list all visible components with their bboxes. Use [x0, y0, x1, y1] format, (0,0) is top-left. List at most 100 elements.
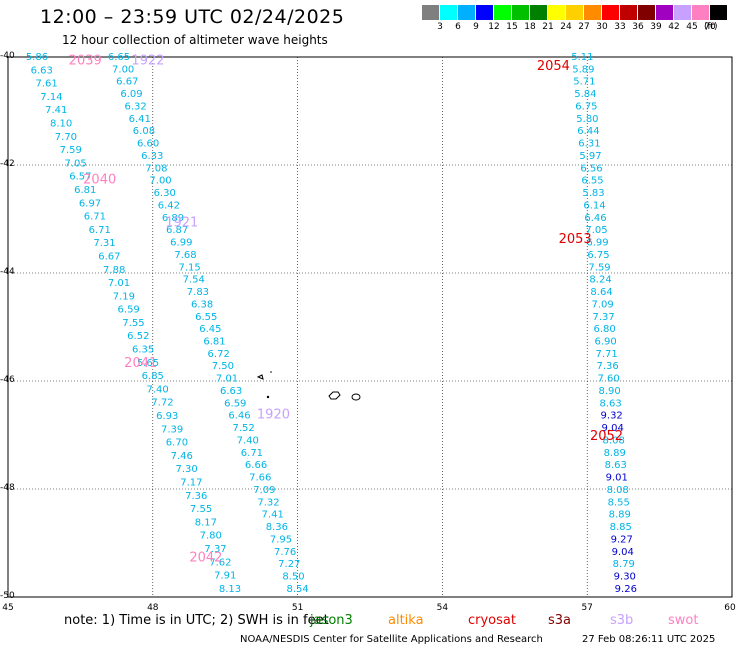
wave-height-label: 8.54 [286, 584, 308, 595]
wave-height-label: 6.85 [142, 371, 164, 382]
wave-height-label: 7.46 [171, 451, 193, 462]
legend-swatch [602, 5, 619, 20]
wave-height-label: 7.55 [190, 504, 212, 515]
wave-height-label: 7.52 [232, 423, 254, 434]
legend-label: 70 [704, 22, 716, 32]
wave-height-label: 6.63 [220, 386, 242, 397]
wave-height-label: 6.46 [228, 411, 250, 422]
wave-height-label: 8.64 [590, 287, 612, 298]
wave-height-label: 7.60 [598, 374, 620, 385]
pass-number-label: 2054 [537, 59, 570, 74]
wave-height-label: 6.31 [578, 139, 600, 150]
wave-height-label: 8.08 [603, 435, 625, 446]
legend-label: 42 [668, 22, 680, 32]
map-grid [7, 56, 733, 598]
page-subtitle: 12 hour collection of altimeter wave hei… [62, 33, 328, 47]
legend-swatch [548, 5, 565, 20]
legend-swatch [656, 5, 673, 20]
pass-number-label: 2041 [124, 356, 157, 371]
wave-height-label: 6.59 [224, 398, 246, 409]
wave-height-label: 6.71 [89, 225, 111, 236]
wave-height-label: 7.30 [175, 464, 197, 475]
wave-height-label: 5.71 [573, 77, 595, 88]
legend-swatch [638, 5, 655, 20]
wave-height-label: 6.32 [124, 101, 146, 112]
wave-height-label: 6.75 [587, 250, 609, 261]
footer-note: note: 1) Time is in UTC; 2) SWH is in fe… [64, 613, 329, 628]
wave-height-label: 7.39 [161, 424, 183, 435]
wave-height-label: 8.36 [266, 522, 288, 533]
wave-height-label: 7.00 [112, 64, 134, 75]
wave-height-label: 6.30 [154, 188, 176, 199]
wave-height-label: 7.37 [204, 544, 226, 555]
wave-height-label: 8.63 [600, 398, 622, 409]
wave-height-label: 9.32 [601, 411, 623, 422]
wave-height-label: 6.90 [594, 337, 616, 348]
pass-number-label: 2042 [189, 551, 222, 566]
page-title: 12:00 – 23:59 UTC 02/24/2025 [40, 6, 345, 28]
lat-tick-label: -42 [0, 159, 15, 169]
legend-label: 21 [542, 22, 554, 32]
wave-height-label: 6.70 [166, 438, 188, 449]
island-shape [256, 374, 264, 380]
legend-swatch [584, 5, 601, 20]
legend-swatch [512, 5, 529, 20]
wave-height-label: 6.72 [208, 349, 230, 360]
wave-height-label: 8.89 [609, 510, 631, 521]
wave-height-label: 9.04 [612, 547, 634, 558]
legend-label: 30 [596, 22, 608, 32]
wave-height-label: 7.76 [274, 547, 296, 558]
lon-tick-label: 51 [291, 603, 304, 613]
wave-height-label: 8.08 [607, 485, 629, 496]
lon-tick-label: 45 [2, 603, 14, 613]
wave-height-label: 7.14 [40, 92, 62, 103]
wave-height-label: 7.68 [174, 250, 196, 261]
legend-swatch [440, 5, 457, 20]
wave-height-label: 5.80 [576, 114, 598, 125]
wave-height-label: 6.46 [584, 213, 606, 224]
wave-height-label: 6.81 [203, 337, 225, 348]
wave-height-label: 7.09 [253, 485, 275, 496]
lat-tick-label: -44 [0, 267, 15, 277]
wave-height-label: 6.59 [118, 305, 140, 316]
wave-height-label: 7.66 [249, 473, 271, 484]
legend-label: 45 [686, 22, 698, 32]
legend-swatch [422, 5, 439, 20]
wave-height-label: 6.56 [580, 163, 602, 174]
wave-height-label: 7.05 [64, 158, 86, 169]
wave-height-label: 7.55 [122, 318, 144, 329]
legend-label: 12 [488, 22, 500, 32]
wave-height-label: 7.80 [200, 531, 222, 542]
wave-height-label: 8.10 [50, 118, 72, 129]
pass-number-label: 1922 [131, 54, 164, 69]
legend-label: 39 [650, 22, 662, 32]
wave-height-label: 6.65 [108, 52, 130, 63]
pass-number-label: 2052 [590, 429, 623, 444]
wave-height-label: 9.01 [606, 473, 628, 484]
wave-height-label: 6.14 [583, 200, 605, 211]
wave-height-label: 6.55 [195, 312, 217, 323]
legend-swatch [530, 5, 547, 20]
wave-height-label: 6.87 [166, 225, 188, 236]
wave-height-label: 7.31 [93, 238, 115, 249]
lat-tick-label: -46 [0, 375, 15, 385]
wave-height-label: 8.55 [608, 497, 630, 508]
lon-tick-label: 48 [147, 603, 159, 613]
wave-height-label: 6.99 [586, 238, 608, 249]
wave-height-label: 5.65 [137, 358, 159, 369]
legend-label: 18 [524, 22, 536, 32]
wave-height-label: 7.15 [178, 262, 200, 273]
wave-height-label: 7.08 [145, 163, 167, 174]
wave-height-label: 7.59 [588, 262, 610, 273]
wave-height-label: 9.30 [614, 572, 636, 583]
mission-label: jason3 [310, 613, 353, 628]
wave-height-label: 9.04 [602, 423, 624, 434]
lon-tick-label: 54 [436, 603, 449, 613]
wave-height-label: 7.17 [180, 478, 202, 489]
mission-label: swot [668, 613, 699, 628]
wave-height-label: 7.27 [278, 559, 300, 570]
legend-swatch [458, 5, 475, 20]
legend-label: 24 [560, 22, 572, 32]
wave-height-label: 6.57 [69, 172, 91, 183]
